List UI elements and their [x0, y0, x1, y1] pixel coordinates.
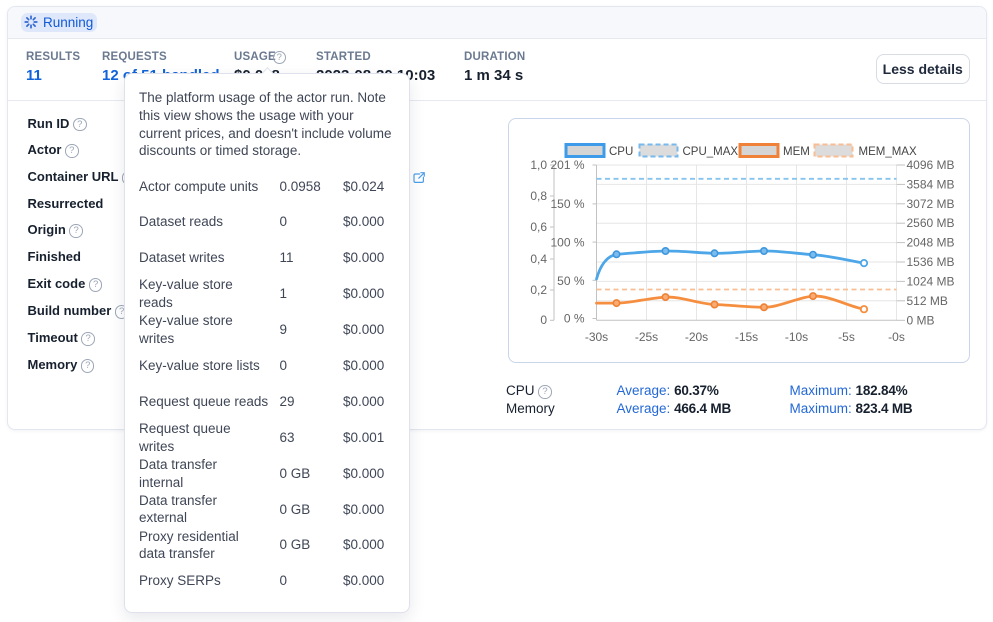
svg-text:2048 MB: 2048 MB — [906, 236, 954, 250]
svg-text:MEM: MEM — [783, 146, 810, 158]
svg-text:-5s: -5s — [838, 330, 855, 344]
svg-text:-30s: -30s — [584, 330, 607, 344]
svg-text:3072 MB: 3072 MB — [906, 197, 954, 211]
svg-text:0 MB: 0 MB — [906, 313, 934, 327]
svg-text:0,6: 0,6 — [530, 220, 547, 234]
svg-text:201 %: 201 % — [550, 158, 584, 172]
svg-text:-15s: -15s — [734, 330, 757, 344]
svg-text:100 %: 100 % — [550, 236, 584, 250]
svg-text:MEM_MAX: MEM_MAX — [858, 146, 916, 158]
svg-text:0,4: 0,4 — [530, 252, 547, 266]
svg-text:1,0: 1,0 — [530, 158, 547, 172]
svg-text:150 %: 150 % — [550, 197, 584, 211]
svg-text:-20s: -20s — [684, 330, 707, 344]
svg-text:1024 MB: 1024 MB — [906, 274, 954, 288]
svg-text:2560 MB: 2560 MB — [906, 216, 954, 230]
svg-text:50 %: 50 % — [557, 274, 585, 288]
svg-text:-0s: -0s — [888, 330, 905, 344]
svg-text:4096 MB: 4096 MB — [906, 158, 954, 172]
svg-text:-25s: -25s — [634, 330, 657, 344]
svg-text:512 MB: 512 MB — [906, 294, 947, 308]
svg-text:0,8: 0,8 — [530, 189, 547, 203]
svg-text:CPU_MAX: CPU_MAX — [682, 146, 738, 158]
svg-text:0 %: 0 % — [563, 312, 584, 326]
svg-text:0: 0 — [540, 313, 547, 327]
svg-text:CPU: CPU — [609, 146, 633, 158]
svg-text:1536 MB: 1536 MB — [906, 255, 954, 269]
svg-text:-10s: -10s — [784, 330, 807, 344]
svg-text:3584 MB: 3584 MB — [906, 177, 954, 191]
svg-text:0,2: 0,2 — [530, 283, 547, 297]
